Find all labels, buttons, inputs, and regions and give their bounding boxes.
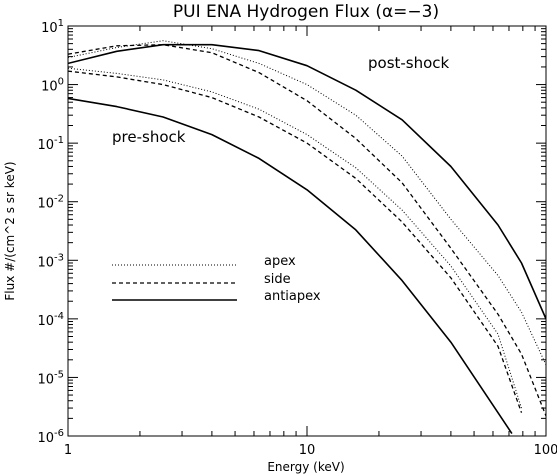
x-tick-labels: 1 10 100 (64, 443, 557, 458)
chart-title: PUI ENA Hydrogen Flux (α=−3) (173, 2, 439, 22)
legend: apex side antiapex (112, 254, 321, 304)
series-group (68, 40, 546, 435)
y-tick-labels: 101 100 10-1 10-2 10-3 10-4 10-5 10-6 (37, 18, 64, 446)
annotation-pre-shock: pre-shock (112, 128, 186, 146)
y-tick-label: 101 (41, 18, 64, 36)
y-tick-label: 10-2 (37, 194, 64, 212)
legend-label-antiapex: antiapex (264, 289, 321, 304)
series-line-pre-shock-side (68, 70, 523, 413)
series-line-pre-shock-antiapex (68, 97, 513, 435)
y-axis-label: Flux #/(cm^2 s sr keV) (3, 161, 17, 300)
series-line-post-shock-antiapex (68, 43, 546, 320)
y-tick-label: 100 (41, 77, 64, 95)
x-tick-label: 10 (299, 443, 316, 458)
series-line-post-shock-apex (68, 40, 546, 366)
y-tick-label: 10-3 (37, 252, 64, 270)
legend-label-side: side (264, 272, 291, 287)
y-tick-label: 10-4 (37, 311, 64, 329)
y-tick-label: 10-5 (37, 369, 64, 387)
series-line-post-shock-side (68, 44, 546, 417)
annotation-post-shock: post-shock (368, 54, 450, 72)
x-tick-label: 1 (64, 443, 72, 458)
x-axis-label: Energy (keV) (267, 460, 344, 474)
x-tick-label: 100 (534, 443, 557, 458)
y-tick-label: 10-1 (37, 135, 64, 153)
y-tick-label: 10-6 (37, 428, 64, 446)
series-line-pre-shock-apex (68, 67, 522, 409)
axis-ticks (67, 25, 546, 437)
legend-label-apex: apex (264, 254, 296, 269)
plot-frame (67, 25, 547, 437)
